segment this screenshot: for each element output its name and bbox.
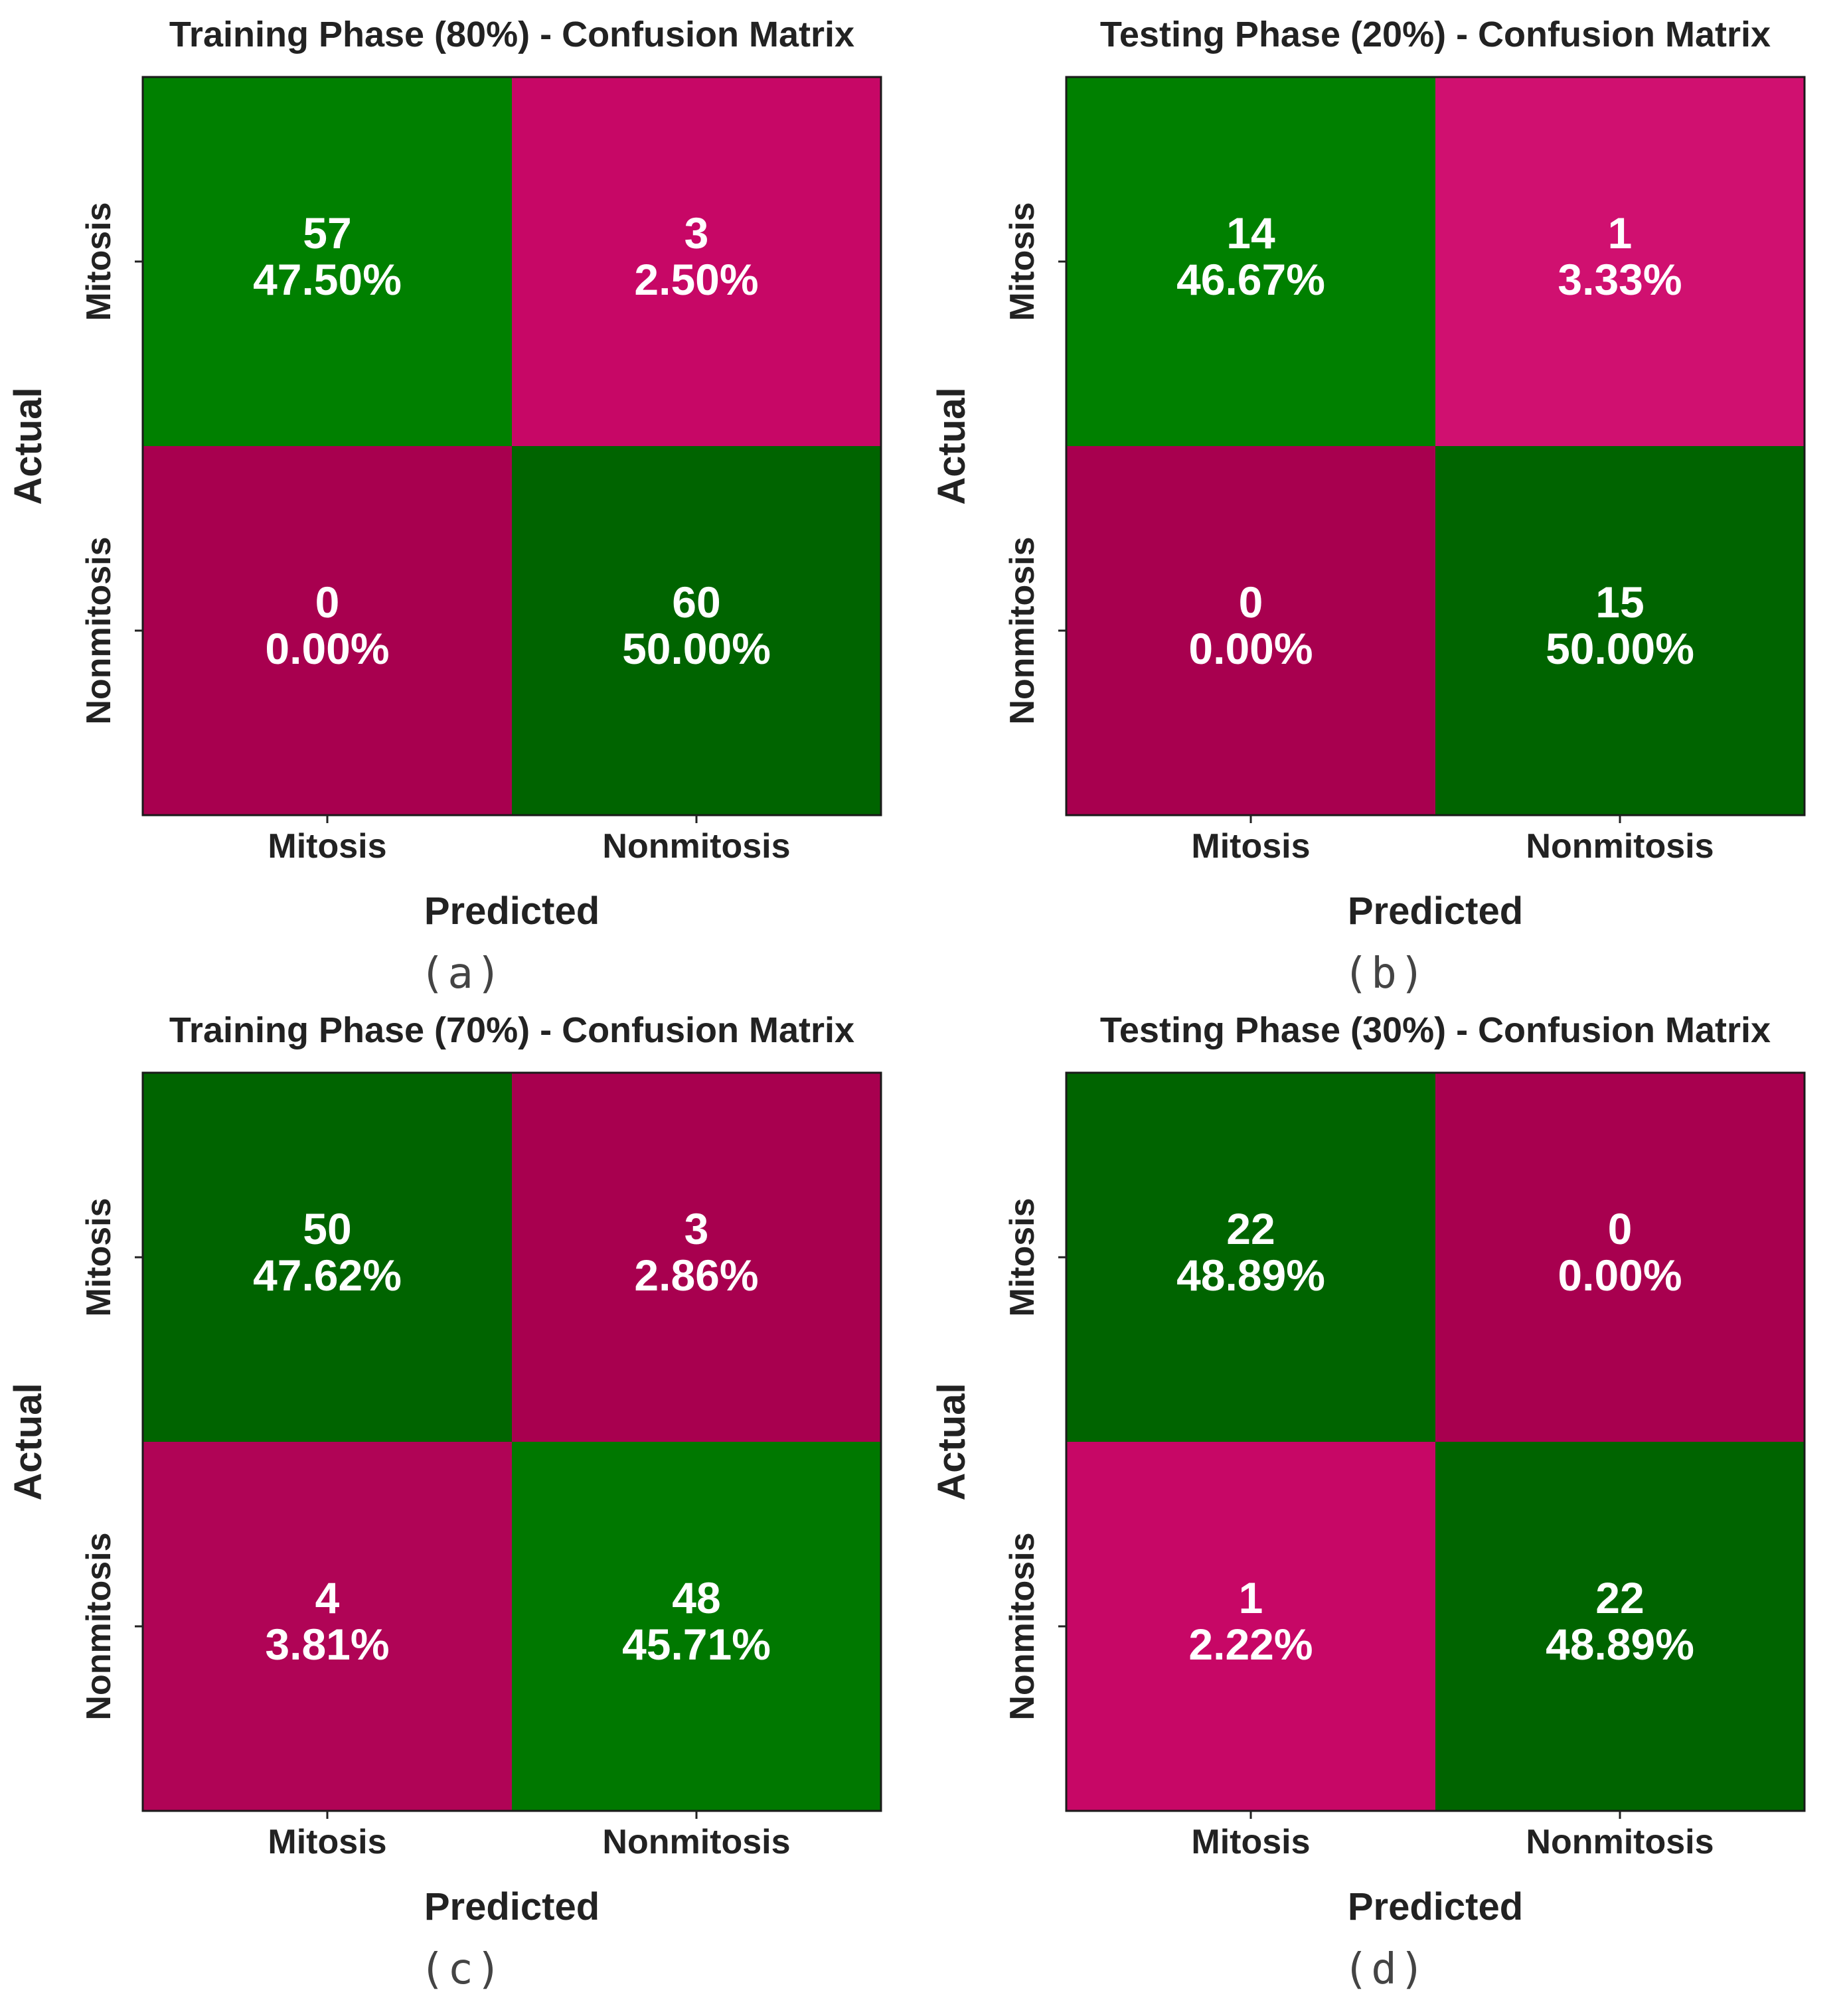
x-tick-label: Nonmitosis xyxy=(602,1823,790,1861)
cell-percent-label: 47.50% xyxy=(253,255,402,304)
confusion-matrix-svg: Testing Phase (30%) - Confusion Matrix 22… xyxy=(930,1010,1806,1928)
y-axis-label: Actual xyxy=(7,387,50,504)
y-tick-label: Nonmitosis xyxy=(1003,536,1042,724)
x-axis-label: Predicted xyxy=(1348,1885,1523,1928)
matrix-frame xyxy=(1065,1071,1806,1812)
matrix-cell xyxy=(1066,77,1435,446)
cell-count-label: 50 xyxy=(303,1204,351,1253)
cell-percent-label: 3.81% xyxy=(265,1620,389,1669)
chart-title: Testing Phase (30%) - Confusion Matrix xyxy=(1100,1010,1771,1050)
confusion-matrix-svg: Training Phase (80%) - Confusion Matrix 5… xyxy=(7,15,882,933)
x-axis-label: Predicted xyxy=(424,890,600,933)
panel-caption: (c) xyxy=(419,1945,505,1994)
cell-percent-label: 2.86% xyxy=(634,1251,758,1300)
matrix-cell xyxy=(1066,1442,1435,1811)
x-axis-label: Predicted xyxy=(1348,890,1523,933)
cell-count-label: 0 xyxy=(1608,1204,1633,1253)
matrix-cell xyxy=(143,1073,512,1442)
matrix-cell xyxy=(143,77,512,446)
cell-count-label: 22 xyxy=(1226,1204,1275,1253)
cell-count-label: 0 xyxy=(1239,578,1263,627)
cell-percent-label: 0.00% xyxy=(1558,1251,1682,1300)
y-tick-label: Nonmitosis xyxy=(1003,1532,1042,1720)
matrix-cell xyxy=(1066,1073,1435,1442)
cell-percent-label: 2.50% xyxy=(634,255,758,304)
y-tick-label: Nonmitosis xyxy=(80,1532,118,1720)
cell-percent-label: 50.00% xyxy=(622,624,771,673)
matrix-frame xyxy=(141,1071,882,1812)
matrix-cell xyxy=(1435,77,1805,446)
y-axis-label: Actual xyxy=(7,1383,50,1500)
panel-caption: (a) xyxy=(419,949,505,998)
y-tick-label: Mitosis xyxy=(80,1198,118,1316)
confusion-matrix-panel: Testing Phase (20%) - Confusion Matrix 14… xyxy=(924,0,1847,1008)
x-tick-label: Nonmitosis xyxy=(602,827,790,866)
cell-count-label: 0 xyxy=(315,578,340,627)
matrix-frame xyxy=(141,76,882,816)
confusion-matrix-panel: Testing Phase (30%) - Confusion Matrix 22… xyxy=(924,996,1847,2003)
cell-count-label: 22 xyxy=(1595,1573,1644,1622)
chart-title: Training Phase (70%) - Confusion Matrix xyxy=(169,1010,854,1050)
panel-caption: (b) xyxy=(1342,949,1428,998)
panel-caption: (d) xyxy=(1342,1945,1428,1994)
cell-percent-label: 46.67% xyxy=(1176,255,1325,304)
x-tick-label: Mitosis xyxy=(1191,1823,1310,1861)
y-tick-label: Mitosis xyxy=(1003,202,1042,321)
matrix-cell xyxy=(143,1442,512,1811)
cell-percent-label: 2.22% xyxy=(1188,1620,1313,1669)
cell-percent-label: 47.62% xyxy=(253,1251,402,1300)
cell-count-label: 14 xyxy=(1226,208,1275,258)
cell-count-label: 60 xyxy=(672,578,720,627)
chart-title: Testing Phase (20%) - Confusion Matrix xyxy=(1100,15,1771,54)
confusion-matrix-svg: Training Phase (70%) - Confusion Matrix 5… xyxy=(7,1010,882,1928)
cell-percent-label: 48.89% xyxy=(1176,1251,1325,1300)
matrix-cell xyxy=(1435,1073,1805,1442)
cell-percent-label: 48.89% xyxy=(1546,1620,1694,1669)
y-axis-label: Actual xyxy=(930,1383,973,1500)
cell-percent-label: 45.71% xyxy=(622,1620,771,1669)
x-tick-label: Mitosis xyxy=(268,827,386,866)
matrix-cell xyxy=(1435,446,1805,815)
confusion-matrix-panel: Training Phase (70%) - Confusion Matrix 5… xyxy=(0,996,924,2003)
cell-count-label: 4 xyxy=(315,1573,340,1622)
cell-percent-label: 0.00% xyxy=(1188,624,1313,673)
x-tick-label: Nonmitosis xyxy=(1526,827,1714,866)
cell-count-label: 57 xyxy=(303,208,351,258)
cell-count-label: 3 xyxy=(684,1204,709,1253)
x-tick-label: Mitosis xyxy=(1191,827,1310,866)
matrix-cell xyxy=(1066,446,1435,815)
x-tick-label: Mitosis xyxy=(268,1823,386,1861)
y-tick-label: Nonmitosis xyxy=(80,536,118,724)
matrix-frame xyxy=(1065,76,1806,816)
cell-count-label: 1 xyxy=(1608,208,1633,258)
matrix-cell xyxy=(512,77,881,446)
x-axis-label: Predicted xyxy=(424,1885,600,1928)
y-tick-label: Mitosis xyxy=(80,202,118,321)
cell-count-label: 48 xyxy=(672,1573,720,1622)
cell-percent-label: 0.00% xyxy=(265,624,389,673)
cell-count-label: 1 xyxy=(1239,1573,1263,1622)
matrix-cell xyxy=(1435,1442,1805,1811)
chart-title: Training Phase (80%) - Confusion Matrix xyxy=(169,15,854,54)
matrix-cell xyxy=(512,446,881,815)
matrix-cell xyxy=(512,1442,881,1811)
confusion-matrix-svg: Testing Phase (20%) - Confusion Matrix14… xyxy=(930,15,1806,933)
matrix-cell xyxy=(512,1073,881,1442)
cell-percent-label: 3.33% xyxy=(1558,255,1682,304)
confusion-matrix-panel: Training Phase (80%) - Confusion Matrix 5… xyxy=(0,0,924,1008)
x-tick-label: Nonmitosis xyxy=(1526,1823,1714,1861)
matrix-cell xyxy=(143,446,512,815)
y-tick-label: Mitosis xyxy=(1003,1198,1042,1316)
y-axis-label: Actual xyxy=(930,387,973,504)
cell-percent-label: 50.00% xyxy=(1546,624,1694,673)
cell-count-label: 15 xyxy=(1595,578,1644,627)
cell-count-label: 3 xyxy=(684,208,709,258)
